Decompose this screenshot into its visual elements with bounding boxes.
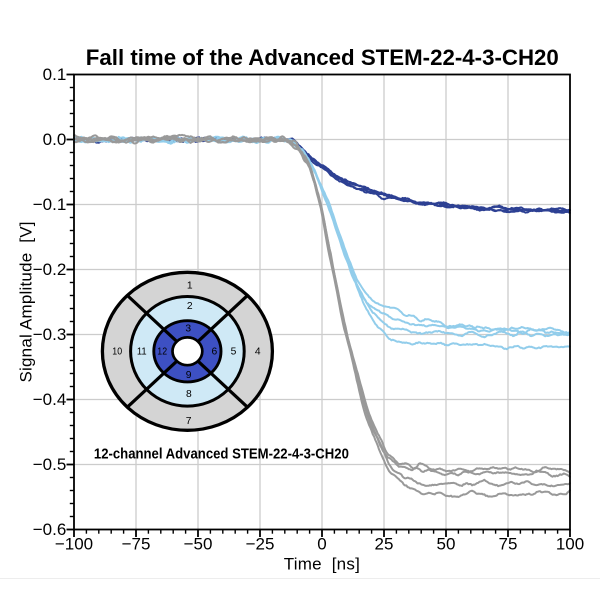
- svg-text:8: 8: [186, 389, 192, 400]
- svg-text:−50: −50: [184, 535, 213, 554]
- svg-text:5: 5: [231, 346, 237, 357]
- svg-text:100: 100: [556, 535, 584, 554]
- svg-text:Fall time of the Advanced STEM: Fall time of the Advanced STEM-22-4-3-CH…: [86, 45, 559, 70]
- svg-text:−0.2: −0.2: [33, 260, 67, 279]
- svg-text:Signal Amplitude [V]: Signal Amplitude [V]: [16, 222, 35, 383]
- svg-text:−0.3: −0.3: [33, 325, 67, 344]
- svg-text:4: 4: [255, 346, 261, 357]
- svg-text:0.1: 0.1: [43, 65, 67, 84]
- svg-text:−0.4: −0.4: [33, 390, 67, 409]
- svg-text:10: 10: [112, 346, 122, 357]
- svg-text:6: 6: [212, 346, 218, 357]
- svg-text:0: 0: [317, 535, 326, 554]
- svg-text:7: 7: [186, 416, 192, 427]
- svg-text:12-channel Advanced STEM-22-4-: 12-channel Advanced STEM-22-4-3-CH20: [94, 447, 349, 463]
- svg-text:25: 25: [375, 535, 394, 554]
- svg-text:12: 12: [157, 346, 167, 357]
- svg-text:−75: −75: [122, 535, 151, 554]
- svg-text:11: 11: [137, 346, 147, 357]
- svg-text:50: 50: [437, 535, 456, 554]
- svg-text:75: 75: [499, 535, 518, 554]
- svg-text:Time [ns]: Time [ns]: [284, 555, 360, 574]
- svg-text:−0.6: −0.6: [33, 520, 67, 539]
- svg-text:−100: −100: [55, 535, 93, 554]
- svg-text:3: 3: [185, 324, 191, 335]
- svg-text:1: 1: [187, 280, 193, 291]
- svg-text:−0.1: −0.1: [33, 195, 67, 214]
- svg-text:0.0: 0.0: [43, 130, 67, 149]
- svg-text:9: 9: [186, 370, 192, 381]
- svg-text:−25: −25: [246, 535, 275, 554]
- svg-text:2: 2: [187, 301, 193, 312]
- svg-text:−0.5: −0.5: [33, 455, 67, 474]
